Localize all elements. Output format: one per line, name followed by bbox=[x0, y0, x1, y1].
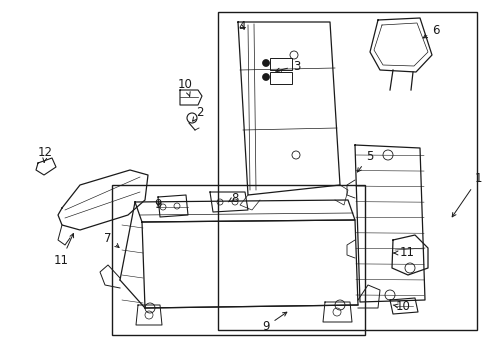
Text: 11: 11 bbox=[54, 234, 73, 266]
Text: 1: 1 bbox=[451, 171, 482, 217]
Text: 3: 3 bbox=[275, 59, 300, 72]
Text: 4: 4 bbox=[238, 21, 245, 33]
Text: 10: 10 bbox=[178, 77, 192, 96]
Text: 2: 2 bbox=[192, 105, 203, 121]
Text: 11: 11 bbox=[393, 247, 414, 260]
Bar bbox=[218, 12, 476, 330]
Text: 6: 6 bbox=[423, 23, 439, 38]
Text: 9: 9 bbox=[154, 198, 162, 211]
Text: 5: 5 bbox=[357, 149, 373, 172]
Circle shape bbox=[262, 73, 269, 81]
Bar bbox=[269, 72, 291, 84]
Text: 10: 10 bbox=[392, 301, 410, 314]
Text: 9: 9 bbox=[262, 312, 286, 333]
Circle shape bbox=[262, 59, 269, 67]
Bar bbox=[112, 185, 364, 335]
Text: 7: 7 bbox=[104, 231, 119, 248]
Text: 8: 8 bbox=[228, 192, 238, 204]
Bar bbox=[269, 58, 291, 70]
Text: 12: 12 bbox=[38, 147, 53, 162]
